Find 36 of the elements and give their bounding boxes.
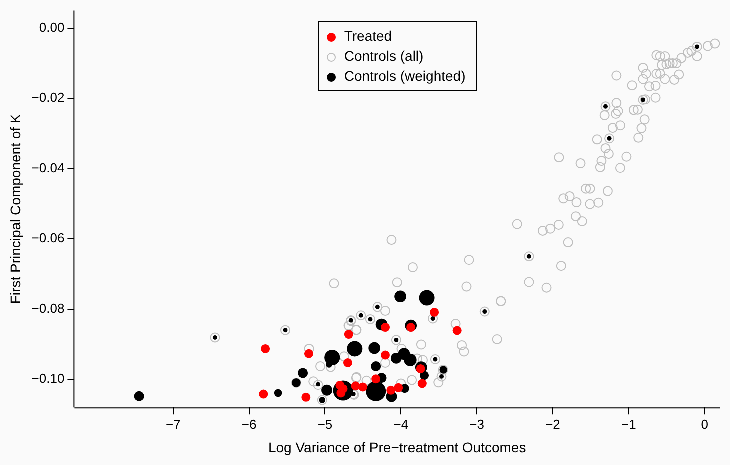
y-tick-label: −0.08 [32, 300, 65, 316]
point [259, 390, 268, 399]
point [372, 374, 381, 384]
x-tick-label: −2 [546, 416, 560, 432]
x-tick-label: −5 [318, 416, 333, 432]
y-tick-label: −0.10 [32, 371, 65, 386]
point [344, 330, 354, 340]
point [381, 323, 390, 332]
y-axis-title: First Principal Component of K [7, 114, 24, 304]
point [344, 358, 352, 368]
legend-label: Controls (all) [343, 46, 425, 66]
point [430, 308, 440, 317]
point [452, 326, 462, 336]
point [406, 323, 416, 332]
legend-label: Controls (weighted) [343, 66, 466, 86]
point [416, 364, 426, 374]
point [418, 379, 427, 388]
x-tick-label: 0 [701, 416, 708, 432]
y-tick-label: −0.02 [32, 90, 65, 106]
point [302, 392, 311, 402]
point [381, 350, 390, 360]
x-tick-label: −6 [242, 416, 257, 432]
legend-label: Treated [343, 26, 394, 46]
point [261, 344, 270, 354]
x-tick-label: −3 [470, 416, 484, 432]
point [358, 382, 368, 392]
y-tick-label: −0.06 [32, 230, 65, 246]
point [304, 349, 314, 358]
x-axis-title: Log Variance of Pre−treatment Outcomes [268, 439, 526, 456]
y-tick-label: 0.00 [39, 20, 65, 35]
x-tick-label: −7 [166, 416, 181, 432]
y-tick-label: −0.04 [32, 160, 65, 176]
x-tick-label: −1 [621, 416, 636, 432]
point [386, 386, 396, 395]
point [394, 383, 404, 392]
x-tick-label: −4 [394, 416, 409, 432]
